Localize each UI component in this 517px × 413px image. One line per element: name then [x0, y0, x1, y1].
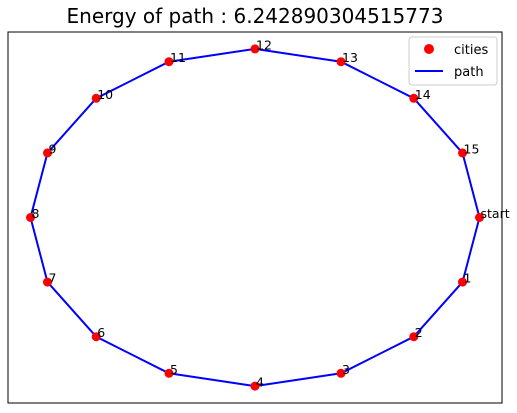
city-label-3: 3	[342, 362, 350, 377]
city-point-11	[164, 57, 174, 67]
legend-label-cities: cities	[454, 43, 488, 58]
city-point-7	[43, 277, 52, 287]
city-label-14: 14	[415, 87, 431, 102]
city-label-5: 5	[170, 362, 178, 377]
city-point-1	[458, 277, 467, 287]
legend-marker-cities	[424, 44, 434, 54]
plot-area-frame	[7, 31, 503, 404]
city-point-6	[91, 332, 101, 342]
city-point-14	[409, 93, 419, 103]
city-label-10: 10	[97, 87, 113, 102]
city-point-2	[409, 332, 419, 342]
city-point-3	[336, 368, 346, 378]
city-label-6: 6	[97, 325, 105, 340]
city-point-12	[250, 44, 260, 54]
city-point-start	[475, 213, 484, 222]
city-label-11: 11	[170, 50, 186, 65]
city-point-8	[26, 213, 35, 222]
city-point-4	[250, 381, 260, 391]
city-point-5	[164, 368, 174, 378]
city-label-9: 9	[49, 141, 57, 156]
legend: cities path	[408, 36, 498, 86]
city-label-15: 15	[464, 141, 480, 156]
city-label-7: 7	[49, 271, 57, 286]
city-label-start: start	[481, 206, 510, 221]
city-point-15	[458, 148, 467, 158]
city-label-4: 4	[256, 375, 264, 390]
city-label-8: 8	[32, 206, 40, 221]
city-label-13: 13	[342, 50, 358, 65]
city-point-9	[43, 148, 52, 158]
chart-title: Energy of path : 6.242890304515773	[67, 4, 444, 28]
legend-label-path: path	[454, 65, 484, 80]
city-label-2: 2	[415, 325, 423, 340]
city-label-1: 1	[464, 271, 472, 286]
points-layer	[26, 44, 484, 391]
city-label-12: 12	[256, 37, 272, 52]
city-point-10	[91, 93, 101, 103]
city-point-13	[336, 57, 346, 67]
